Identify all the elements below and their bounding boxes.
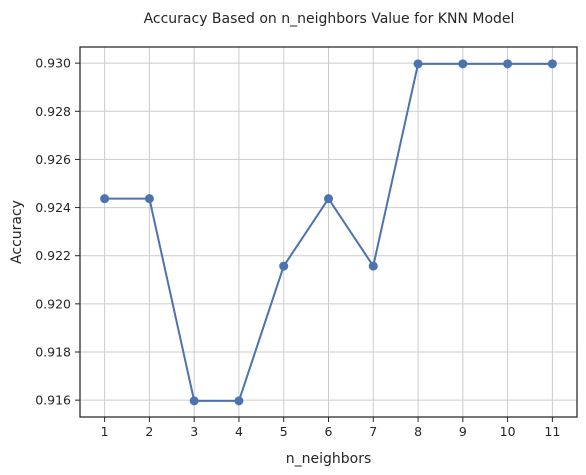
x-tick-label: 5 [280,424,288,439]
chart-title: Accuracy Based on n_neighbors Value for … [144,11,515,27]
plot-frame [79,46,578,418]
x-tick-label: 4 [235,424,243,439]
x-tick-label: 9 [459,424,467,439]
x-tick-label: 11 [544,424,560,439]
data-point [413,59,423,69]
x-axis-label: n_neighbors [286,451,372,467]
y-tick-label: 0.926 [35,152,71,167]
ticks: 1 2 3 4 5 6 7 8 9 10 11 0.916 0.918 0.920 0.922 0.924 0.… [35,56,560,439]
x-tick-label: 2 [145,424,153,439]
data-point [503,59,513,69]
data-point [100,194,110,204]
data-point [458,59,468,69]
data-point [547,59,557,69]
x-tick-label: 3 [190,424,198,439]
x-tick-label: 7 [369,424,377,439]
series-layer [100,59,557,406]
x-tick-label: 1 [101,424,109,439]
y-tick-label: 0.920 [35,296,71,311]
x-tick-label: 6 [325,424,333,439]
data-point [234,396,244,406]
y-tick-label: 0.916 [35,393,71,408]
y-tick-label: 0.924 [35,200,71,215]
data-point [189,396,199,406]
x-tick-label: 8 [414,424,422,439]
y-tick-label: 0.928 [35,104,71,119]
y-tick-label: 0.922 [35,248,71,263]
data-point [368,261,378,271]
grid [80,47,577,417]
y-axis-label: Accuracy [9,200,25,264]
data-point [144,194,154,204]
y-tick-label: 0.930 [35,56,71,71]
x-tick-label: 10 [500,424,516,439]
data-point [279,261,289,271]
y-tick-label: 0.918 [35,345,71,360]
data-point [324,194,333,204]
